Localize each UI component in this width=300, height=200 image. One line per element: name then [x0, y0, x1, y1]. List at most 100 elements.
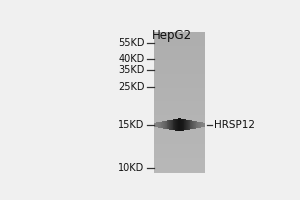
Bar	[154, 39, 205, 40]
Text: 15KD: 15KD	[118, 120, 145, 130]
Bar	[154, 42, 205, 43]
Bar	[154, 149, 205, 151]
Bar	[154, 114, 205, 115]
Bar	[154, 67, 205, 69]
Bar	[167, 120, 168, 129]
Bar	[154, 84, 205, 86]
Bar	[154, 159, 205, 161]
Bar	[195, 121, 196, 129]
Bar	[154, 137, 205, 138]
Bar	[154, 61, 205, 63]
Bar	[154, 74, 205, 76]
Bar	[154, 32, 205, 33]
Bar	[154, 110, 205, 111]
Bar	[154, 138, 205, 139]
Bar	[154, 64, 205, 66]
Bar	[181, 119, 182, 131]
Bar	[176, 119, 177, 131]
Bar	[191, 120, 192, 129]
Bar	[162, 121, 163, 128]
Bar	[202, 122, 203, 127]
Bar	[154, 165, 205, 166]
Bar	[154, 95, 205, 97]
Bar	[154, 103, 205, 104]
Bar	[154, 168, 205, 169]
Bar	[182, 119, 183, 131]
Bar	[154, 57, 205, 59]
Bar	[154, 76, 205, 77]
Bar	[154, 134, 205, 135]
Bar	[155, 123, 156, 127]
Bar	[160, 122, 161, 128]
Bar	[154, 86, 205, 87]
Bar	[154, 94, 205, 95]
Bar	[154, 148, 205, 149]
Bar	[163, 121, 164, 129]
Text: 55KD: 55KD	[118, 38, 145, 48]
Bar	[165, 121, 166, 129]
Bar	[187, 120, 188, 130]
Bar	[184, 119, 185, 130]
Bar	[154, 123, 155, 127]
Bar	[183, 119, 184, 131]
Bar	[164, 121, 165, 129]
Bar	[190, 120, 191, 129]
Bar	[170, 120, 171, 130]
Bar	[154, 81, 205, 83]
Bar	[154, 118, 205, 120]
Bar	[154, 105, 205, 107]
Text: 10KD: 10KD	[118, 163, 145, 173]
Bar	[154, 172, 205, 173]
Bar	[154, 91, 205, 93]
Bar	[156, 122, 157, 127]
Bar	[159, 122, 160, 128]
Text: 35KD: 35KD	[118, 65, 145, 75]
Bar	[154, 36, 205, 37]
Bar	[154, 73, 205, 74]
Bar	[198, 122, 199, 128]
Bar	[154, 70, 205, 71]
Bar	[154, 43, 205, 44]
Bar	[154, 50, 205, 52]
Bar	[177, 119, 178, 131]
Bar	[154, 97, 205, 98]
Bar	[196, 121, 197, 128]
Bar	[154, 33, 205, 35]
Bar	[194, 121, 195, 129]
Bar	[161, 122, 162, 128]
Bar	[204, 123, 205, 127]
Bar	[169, 120, 170, 130]
Bar	[178, 118, 179, 131]
Bar	[154, 69, 205, 70]
Bar	[193, 121, 194, 129]
Bar	[154, 142, 205, 144]
Bar	[154, 47, 205, 49]
Bar	[154, 152, 205, 154]
Bar	[171, 120, 172, 130]
Bar	[154, 100, 205, 101]
Bar	[154, 135, 205, 137]
Bar	[154, 171, 205, 172]
Bar	[154, 144, 205, 145]
Bar	[154, 169, 205, 171]
Bar	[157, 122, 158, 127]
Bar	[154, 35, 205, 36]
Bar	[154, 37, 205, 39]
Text: 25KD: 25KD	[118, 82, 145, 92]
Bar	[197, 122, 198, 128]
Text: 40KD: 40KD	[118, 54, 145, 64]
Bar	[174, 119, 175, 130]
Bar	[201, 122, 202, 128]
Bar	[154, 54, 205, 56]
Bar	[154, 117, 205, 118]
Bar	[154, 104, 205, 105]
Bar	[154, 93, 205, 94]
Bar	[203, 123, 204, 127]
Bar	[154, 145, 205, 146]
Bar	[179, 118, 180, 131]
Bar	[166, 121, 167, 129]
Bar	[154, 101, 205, 103]
Bar	[154, 59, 205, 60]
Bar	[154, 124, 205, 125]
Bar	[154, 87, 205, 88]
